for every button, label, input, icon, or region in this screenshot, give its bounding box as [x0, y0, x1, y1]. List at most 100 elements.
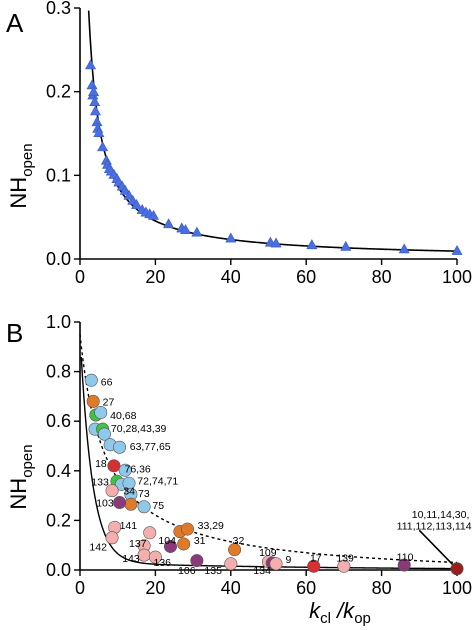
panel-a-point — [340, 240, 352, 251]
panel-b-y-tick-label: 0.2 — [46, 510, 71, 530]
panel-a-ylabel-sub: open — [19, 143, 36, 176]
panel-b-point-label: 75 — [152, 500, 164, 512]
panel-a-point — [163, 218, 175, 229]
panel-b-ylabel: NH — [6, 478, 31, 510]
panel-b-point — [84, 373, 98, 387]
panel-a-axes: 0 20 40 60 80 100 0.0 0.1 0.2 0.3 — [46, 0, 472, 287]
panel-b-point-label: 10,11,14,30, — [412, 509, 470, 521]
panel-b-points — [84, 373, 464, 576]
panel-b-point — [105, 531, 119, 545]
panel-a-point — [451, 245, 463, 255]
panel-b-point-label: 72,74,71 — [137, 476, 178, 488]
panel-b-point — [397, 558, 411, 572]
panel-a-x-tick-label: 60 — [296, 267, 316, 287]
panel-a-y-tick-label: 0.3 — [46, 0, 71, 18]
panel-b-point — [163, 539, 177, 553]
panel-b-x-tick-label: 0 — [75, 578, 85, 598]
panel-b-point — [113, 440, 127, 454]
panel-b-point-label: 76,36 — [124, 463, 150, 475]
panel-a-points — [85, 59, 463, 255]
panel-b-y-tick-label: 0.8 — [46, 362, 71, 382]
panel-b-axes: 0 20 40 60 80 100 0.0 0.2 0.4 0.6 0.8 1.0 — [46, 312, 472, 598]
panel-b-y-tick-label: 1.0 — [46, 312, 71, 332]
panel-b-point-label: 133 — [91, 476, 109, 488]
panel-b-point-label: 66 — [101, 377, 113, 389]
panel-a: A NHopen 0 20 40 60 80 100 0.0 0.1 0.2 0.3 — [6, 0, 472, 287]
panel-b-ylabel-sub: open — [19, 444, 36, 477]
panel-a-point — [89, 105, 101, 116]
panel-b-point — [450, 562, 464, 576]
panel-a-point — [89, 96, 101, 107]
panel-b-xlabel: kcl /kop — [309, 598, 371, 627]
panel-b-point — [107, 459, 121, 473]
panel-b-x-tick-label: 40 — [221, 578, 241, 598]
panel-b-point-label: 134 — [253, 565, 271, 577]
panel-a-ylabel: NH — [6, 177, 31, 209]
svg-text:NHopen: NHopen — [6, 143, 36, 208]
panel-b-point-label: 31 — [194, 535, 206, 547]
panel-b-point-label: 40,68 — [110, 410, 136, 422]
panel-b-point — [113, 496, 127, 510]
panel-a-point — [225, 232, 237, 243]
panel-b-point-label: 18 — [95, 458, 107, 470]
panel-b-point — [224, 557, 238, 571]
panel-b-point-label: 73 — [138, 488, 150, 500]
panel-a-point — [398, 243, 410, 254]
panel-a-x-tick-label: 20 — [145, 267, 165, 287]
panel-b-point — [94, 406, 108, 420]
panel-b-xlabel-sub1: cl — [320, 610, 331, 627]
panel-b-point-label: 34 — [123, 486, 135, 498]
panel-b-point — [269, 557, 283, 571]
panel-b-point — [86, 394, 100, 408]
panel-a-point — [86, 79, 98, 90]
panel-a-point — [93, 127, 105, 137]
panel-a-x-tick-label: 80 — [372, 267, 392, 287]
panel-a-point — [191, 226, 203, 237]
panel-b-xlabel-sub2: op — [354, 610, 371, 627]
panel-b-point — [190, 554, 204, 568]
panel-b-point-label: 135 — [204, 565, 222, 577]
panel-b-point-label: 32 — [233, 535, 245, 547]
panel-b-point — [228, 543, 242, 557]
panel-b-ylabel-group: NHopen — [6, 444, 36, 509]
panel-a-y-tick-label: 0.0 — [46, 249, 71, 269]
panel-a-ylabel-group: NHopen — [6, 143, 36, 208]
panel-b-point — [118, 463, 132, 477]
panel-b-y-tick-label: 0.4 — [46, 461, 71, 481]
panel-b: B NHopen 0 20 40 60 80 1000.00.20.40.60.81.0 … — [6, 312, 472, 627]
panel-a-point — [85, 59, 97, 70]
panel-b-point-label: 139 — [336, 553, 354, 565]
panel-a-y-tick-label: 0.2 — [46, 82, 71, 102]
panel-b-x-tick-label: 100 — [442, 578, 472, 598]
panel-b-x-tick-label: 60 — [296, 578, 316, 598]
panel-b-point-label: 27 — [103, 396, 115, 408]
panel-a-point — [270, 237, 282, 248]
panel-b-point-label: 137 — [129, 538, 147, 550]
panel-b-xlabel-k2: /k — [331, 598, 355, 623]
panel-b-point-label: 110 — [397, 551, 414, 563]
panel-b-point-label: 103 — [96, 498, 114, 510]
panel-a-letter: A — [6, 8, 24, 38]
panel-a-x-tick-label: 40 — [221, 267, 241, 287]
panel-a-point — [131, 198, 143, 209]
panel-b-y-tick-label: 0.6 — [46, 411, 71, 431]
panel-b-x-tick-label: 80 — [372, 578, 392, 598]
panel-b-y-tick-label: 0.0 — [46, 560, 71, 580]
panel-b-point-label: 111,112,113,114 — [397, 520, 472, 532]
panel-b-xlabel-k1: k — [309, 598, 321, 623]
panel-b-point — [180, 522, 194, 536]
panel-b-point-label: 104 — [158, 535, 176, 547]
svg-text:NHopen: NHopen — [6, 444, 36, 509]
panel-b-point-label: 143 — [122, 553, 140, 565]
panel-a-point — [306, 239, 318, 250]
panel-b-letter: B — [6, 318, 23, 348]
panel-b-point-label: 142 — [89, 541, 107, 553]
panel-b-point-label: 70,28,43,39 — [111, 423, 167, 435]
panel-b-point — [124, 497, 138, 511]
panel-b-point — [105, 484, 119, 498]
panel-b-point-label: 106 — [178, 565, 196, 577]
panel-b-point — [337, 559, 351, 573]
panel-b-point-label: 141 — [120, 520, 138, 532]
